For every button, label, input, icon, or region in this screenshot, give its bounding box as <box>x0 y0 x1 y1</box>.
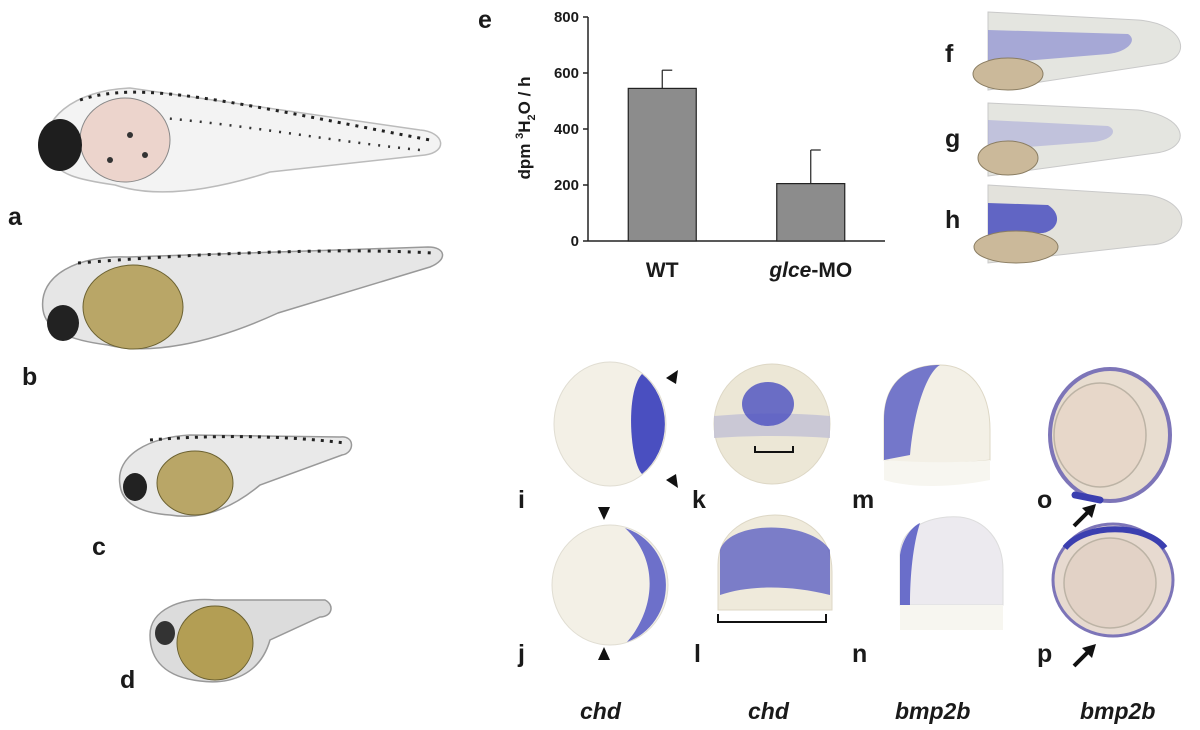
y-tick-label: 800 <box>554 9 579 26</box>
gene-label-chd-1: chd <box>580 698 621 724</box>
embryo-j <box>551 507 669 660</box>
arrow-icon-o <box>1072 504 1096 528</box>
embryo-k <box>713 363 831 485</box>
embryo-i <box>553 361 678 488</box>
embryo-o <box>1048 367 1172 504</box>
bar-1 <box>627 87 697 242</box>
y-tick-label: 0 <box>571 233 579 250</box>
embryo-b <box>41 246 444 350</box>
y-axis-label: dpm 3H2O / h <box>514 77 538 180</box>
gene-label-bmp2b-1: bmp2b <box>895 698 971 724</box>
y-tick-label: 600 <box>554 65 579 82</box>
panel-label-h: h <box>945 206 961 234</box>
x-axis-labels: WT glce-MO <box>646 259 852 282</box>
embryo-a <box>38 87 442 193</box>
y-axis: 0 200 400 600 800 <box>554 9 885 250</box>
panel-label-o: o <box>1037 486 1053 514</box>
y-tick-label: 200 <box>554 177 579 194</box>
arrow-icon-p <box>1072 644 1096 668</box>
bar-2 <box>776 183 846 242</box>
bar-chart: 0 200 400 600 800 WT glce-MO dpm 3H2O / h <box>514 9 885 282</box>
panel-label-b: b <box>22 363 38 391</box>
tail-f <box>972 11 1182 91</box>
panel-label-j: j <box>518 640 525 668</box>
panel-label-p: p <box>1037 640 1053 668</box>
panel-label-g: g <box>945 125 961 153</box>
gene-label-chd-2: chd <box>748 698 789 724</box>
panel-label-f: f <box>945 40 954 68</box>
panel-label-d: d <box>120 666 136 694</box>
embryo-m <box>883 364 991 486</box>
x-category-label-1: WT <box>646 259 679 282</box>
bars <box>627 69 846 242</box>
tail-h <box>973 184 1183 264</box>
panel-label-l: l <box>694 640 701 668</box>
panel-label-i: i <box>518 486 525 514</box>
embryo-d <box>149 598 332 683</box>
embryo-p <box>1051 522 1175 638</box>
embryo-n <box>899 516 1004 630</box>
panel-label-c: c <box>92 533 106 561</box>
x-category-label-2: glce-MO <box>768 259 852 282</box>
panel-label-m: m <box>852 486 875 514</box>
embryo-l <box>717 514 833 623</box>
y-tick-label: 400 <box>554 121 579 138</box>
embryo-c <box>118 434 353 517</box>
panel-label-e: e <box>478 6 492 34</box>
tail-g <box>977 102 1181 177</box>
gene-label-bmp2b-2: bmp2b <box>1080 698 1156 724</box>
panel-label-n: n <box>852 640 868 668</box>
panel-label-k: k <box>692 486 706 514</box>
panel-label-a: a <box>8 203 22 231</box>
